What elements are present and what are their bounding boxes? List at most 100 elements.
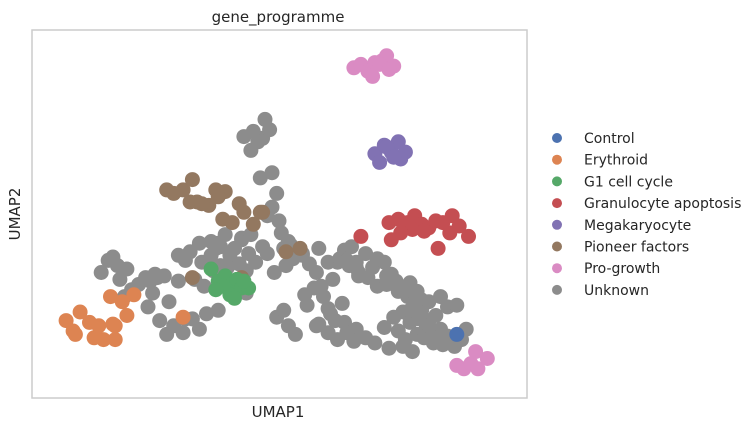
legend-marker [552, 154, 562, 165]
data-point [383, 232, 399, 248]
data-point [397, 332, 413, 348]
data-point [217, 227, 233, 243]
data-point [425, 335, 441, 351]
series-megakaryocyte [367, 134, 413, 170]
series-granulocyte-apoptosis [353, 208, 476, 256]
legend-marker [552, 176, 562, 187]
data-point [224, 215, 240, 231]
data-point [161, 294, 177, 310]
legend-marker [552, 198, 562, 209]
data-point [271, 213, 287, 229]
data-point [461, 228, 476, 244]
legend-label: Unknown [584, 283, 649, 299]
data-point [442, 225, 458, 241]
legend-label: Erythroid [584, 153, 648, 169]
data-point [358, 246, 374, 262]
data-point [479, 351, 495, 366]
legend: Control Erythroid G1 cell cycle Granulocyte… [552, 131, 741, 299]
data-point [470, 361, 486, 377]
data-point [194, 196, 210, 212]
data-point [147, 266, 163, 282]
data-point [257, 111, 273, 127]
data-point [369, 251, 385, 267]
data-point [112, 271, 128, 287]
data-point [287, 326, 303, 342]
data-point [175, 325, 191, 341]
data-point [376, 320, 392, 335]
data-point [119, 308, 135, 323]
data-point [105, 316, 121, 332]
data-point [184, 172, 200, 188]
data-point [334, 295, 350, 311]
legend-label: Granulocyte apoptosis [584, 196, 741, 212]
data-point [72, 304, 88, 320]
data-point [145, 285, 161, 301]
scatter-points [58, 48, 495, 377]
legend-item: Pro-growth [552, 261, 660, 277]
data-point [252, 204, 268, 220]
legend-label: Pro-growth [584, 261, 660, 277]
data-point [421, 318, 437, 334]
data-point [386, 309, 402, 325]
data-point [199, 306, 214, 322]
data-point [299, 297, 315, 313]
legend-label: Control [584, 131, 635, 147]
data-point [311, 316, 327, 332]
data-point [236, 273, 252, 289]
data-point [278, 258, 294, 274]
legend-item: Granulocyte apoptosis [552, 196, 741, 212]
data-point [404, 222, 420, 237]
data-point [210, 302, 226, 318]
data-point [114, 294, 130, 310]
data-point [449, 297, 465, 313]
data-point [308, 265, 324, 280]
data-point [236, 204, 252, 220]
data-point [252, 170, 268, 186]
data-point [313, 278, 329, 294]
data-point [311, 240, 327, 256]
data-point [93, 265, 109, 280]
data-point [170, 273, 186, 289]
data-point [91, 318, 107, 334]
data-point [182, 194, 198, 210]
data-point [250, 134, 266, 150]
series-pro-growth [346, 48, 495, 377]
data-point [278, 244, 294, 260]
data-point [320, 254, 336, 270]
data-point [245, 216, 261, 232]
legend-item: G1 cell cycle [552, 174, 673, 190]
data-point [381, 62, 397, 77]
data-point [339, 325, 355, 341]
series-pioneer-factors [159, 172, 308, 286]
series-erythroid [58, 287, 191, 348]
data-point [449, 326, 465, 342]
legend-label: G1 cell cycle [584, 174, 673, 190]
data-point [386, 149, 402, 165]
data-point [421, 294, 437, 310]
legend-marker [552, 241, 562, 252]
data-point [184, 270, 200, 286]
data-point [159, 326, 175, 342]
data-point [264, 165, 280, 181]
data-point [276, 302, 292, 318]
chart-title: gene_programme [212, 8, 345, 27]
data-point [107, 332, 123, 348]
data-point [140, 299, 156, 315]
data-point [196, 278, 212, 294]
data-point [67, 326, 83, 342]
data-point [259, 246, 275, 262]
legend-marker [552, 133, 562, 143]
data-point [292, 240, 308, 256]
legend-item: Megakaryocyte [552, 218, 691, 234]
data-point [203, 261, 219, 277]
legend-label: Megakaryocyte [584, 218, 691, 234]
legend-marker [552, 219, 562, 230]
data-point [96, 332, 111, 348]
data-point [404, 344, 420, 360]
data-point [325, 271, 341, 287]
data-point [468, 344, 484, 360]
data-point [430, 240, 446, 256]
data-point [365, 68, 381, 84]
data-point [381, 340, 397, 356]
